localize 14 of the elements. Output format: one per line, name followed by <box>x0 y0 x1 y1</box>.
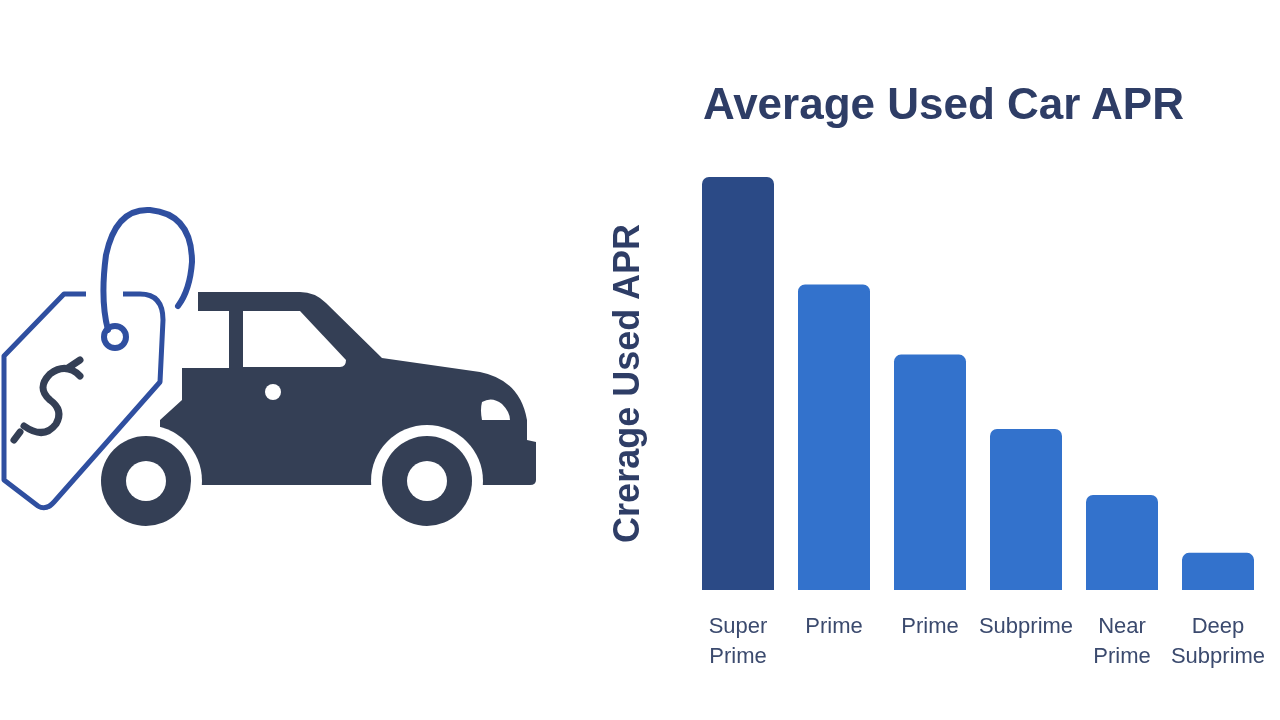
bar <box>702 177 774 590</box>
chart-title: Average Used Car APR <box>703 78 1184 128</box>
bar <box>894 354 966 590</box>
x-tick-label: Deep Subprime <box>1170 612 1266 668</box>
x-tick-label: Near Prime <box>1093 612 1151 668</box>
x-tick-label: Super Prime <box>708 612 768 668</box>
x-tick-label: Prime <box>805 612 863 638</box>
bar <box>1086 495 1158 590</box>
y-axis-title: Crerage Used APR <box>605 224 647 543</box>
x-tick-label: Subprime <box>978 612 1074 638</box>
bar <box>990 428 1062 590</box>
x-tick-label: Prime <box>901 612 959 638</box>
bar <box>798 284 870 590</box>
bar <box>1182 552 1254 590</box>
